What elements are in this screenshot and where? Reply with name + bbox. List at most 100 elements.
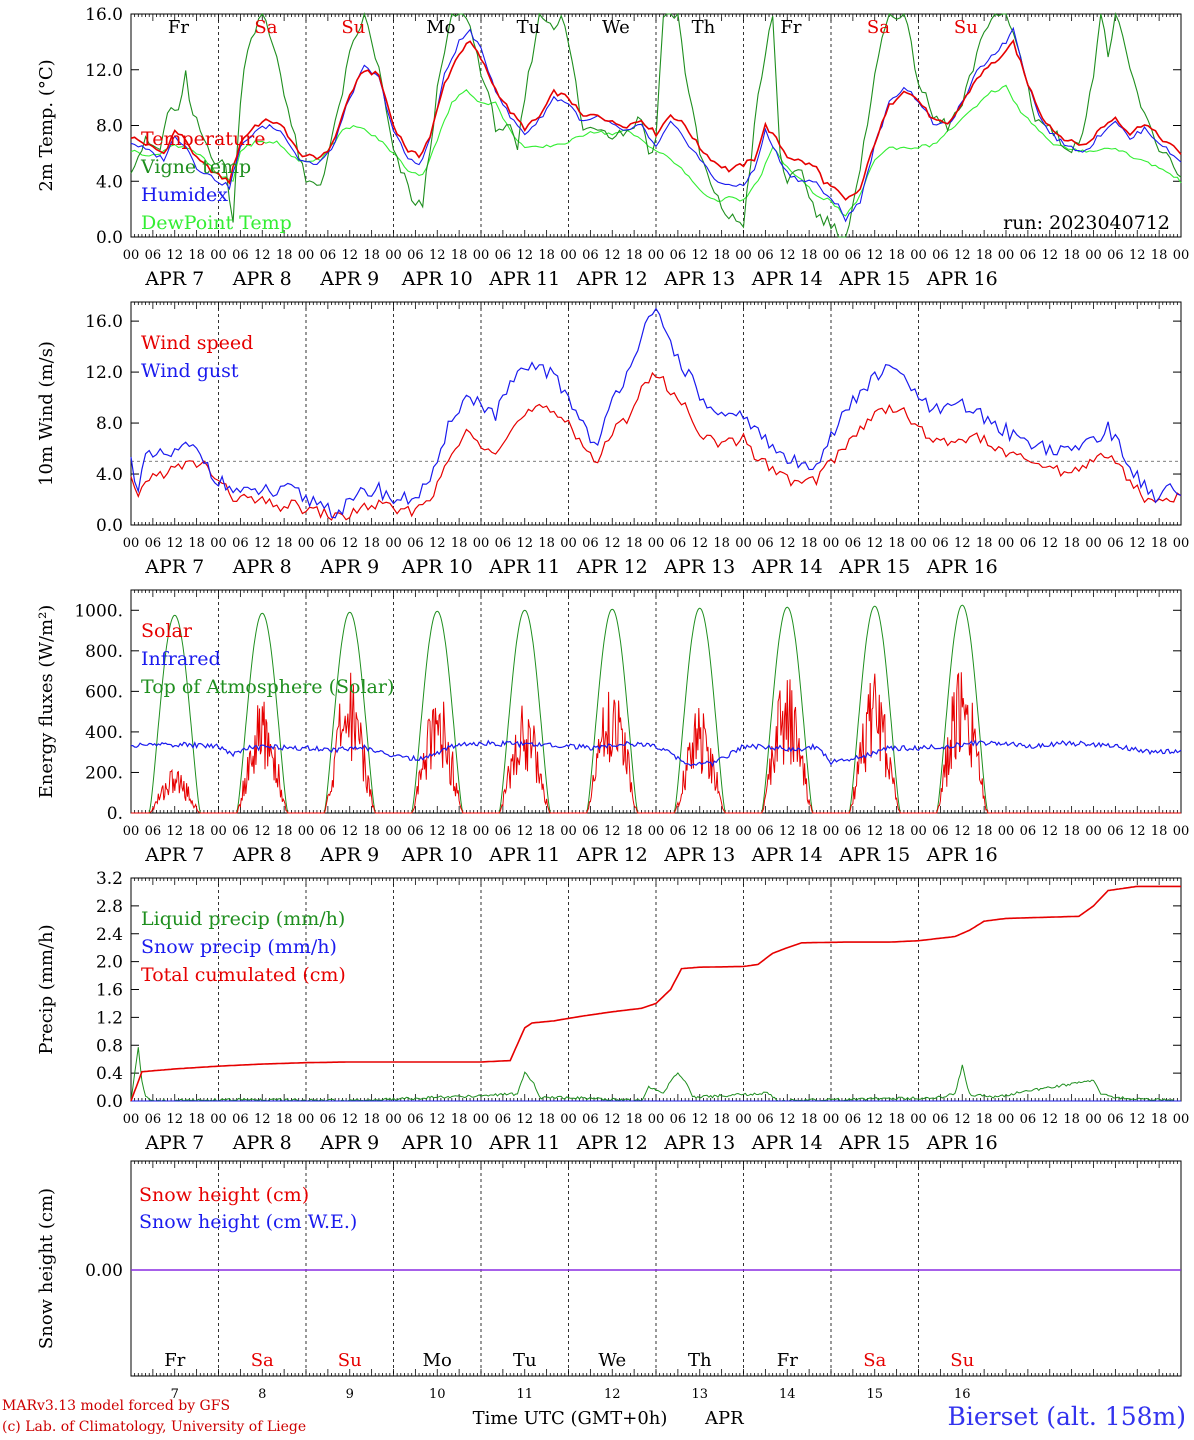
series-line-solar [131,672,1181,814]
hour-tick-label: 00 [210,824,227,839]
hour-tick-label: 06 [145,1112,162,1127]
hour-tick-label: 06 [320,1112,337,1127]
hour-tick-label: 12 [779,536,796,551]
hour-tick-label: 12 [1041,248,1058,263]
hour-tick-label: 18 [626,248,643,263]
legend-entry: Top of Atmosphere (Solar) [141,676,394,698]
hour-tick-label: 06 [670,248,687,263]
hour-tick-label: 12 [866,1112,883,1127]
hour-tick-label: 12 [604,248,621,263]
weekday-label: Fr [164,1350,185,1371]
date-label: APR 10 [401,1132,473,1154]
hour-tick-label: 00 [210,1112,227,1127]
hour-tick-label: 06 [145,824,162,839]
hour-tick-label: 06 [757,536,774,551]
hour-tick-label: 12 [429,248,446,263]
hour-tick-label: 12 [866,824,883,839]
hour-tick-label: 18 [1151,1112,1168,1127]
x-axis-title: Time UTC (GMT+0h) [473,1408,668,1429]
y-axis-label-1: 2m Temp. (°C) [36,59,57,191]
hour-tick-label: 18 [626,824,643,839]
date-label: APR 9 [319,268,379,290]
hour-tick-label: 06 [320,536,337,551]
hour-tick-label: 18 [363,248,380,263]
legend-entry: Solar [141,620,193,642]
y-tick-label: 2.0 [96,953,123,973]
date-label: APR 13 [663,556,735,578]
date-label: APR 14 [751,268,823,290]
date-label: APR 13 [663,268,735,290]
hour-tick-label: 18 [188,536,205,551]
hour-tick-label: 18 [1151,248,1168,263]
date-label: APR 11 [488,556,560,578]
hour-tick-label: 12 [691,824,708,839]
weekday-label: Su [338,1350,362,1371]
hour-tick-label: 06 [1107,824,1124,839]
hour-tick-label: 00 [298,1112,315,1127]
hour-tick-label: 00 [123,248,140,263]
hour-tick-label: 18 [451,824,468,839]
legend-entry: DewPoint Temp [141,212,292,234]
series-line-infrared [130,739,1182,768]
hour-tick-label: 06 [845,536,862,551]
hour-tick-label: 06 [582,1112,599,1127]
hour-tick-label: 12 [429,824,446,839]
hour-tick-label: 00 [823,1112,840,1127]
date-label: APR 12 [576,268,648,290]
y-tick-label: 400. [85,723,123,743]
hour-tick-label: 00 [298,248,315,263]
y-tick-label: 200. [85,763,123,783]
hour-tick-label: 00 [1173,824,1190,839]
hour-tick-label: 00 [473,1112,490,1127]
date-label: APR 7 [144,268,204,290]
hour-tick-label: 18 [888,1112,905,1127]
hour-tick-label: 06 [1020,248,1037,263]
x-axis-month: APR [704,1408,744,1429]
date-label: APR 10 [401,268,473,290]
weekday-label: Sa [251,1350,274,1371]
date-label: APR 13 [663,1132,735,1154]
hour-tick-label: 06 [932,824,949,839]
hour-tick-label: 06 [407,1112,424,1127]
hour-tick-label: 06 [407,824,424,839]
hour-tick-label: 00 [998,248,1015,263]
y-tick-label: 4.0 [96,465,123,485]
hour-tick-label: 00 [735,248,752,263]
hour-tick-label: 18 [363,824,380,839]
hour-tick-label: 18 [1063,248,1080,263]
hour-tick-label: 06 [845,1112,862,1127]
hour-tick-label: 18 [713,248,730,263]
hour-tick-label: 06 [670,1112,687,1127]
hour-tick-label: 12 [779,1112,796,1127]
date-label: APR 10 [401,556,473,578]
hour-tick-label: 00 [1085,824,1102,839]
date-label: APR 7 [144,844,204,866]
hour-tick-label: 00 [910,1112,927,1127]
y-axis-label-2: 10m Wind (m/s) [36,341,57,486]
hour-tick-label: 12 [166,536,183,551]
hour-tick-label: 18 [976,248,993,263]
hour-tick-label: 06 [320,824,337,839]
hour-tick-label: 12 [254,248,271,263]
hour-tick-label: 18 [188,248,205,263]
series-line-top-of-atmosphere [131,604,1181,814]
y-axis-label-5: Snow height (cm) [36,1188,57,1349]
weekday-label: Th [688,1350,712,1371]
hour-tick-label: 00 [1173,536,1190,551]
hour-tick-label: 12 [1041,536,1058,551]
weekday-label: Sa [863,1350,886,1371]
hour-tick-label: 06 [1020,1112,1037,1127]
hour-tick-label: 00 [735,1112,752,1127]
date-label: APR 11 [488,268,560,290]
hour-tick-label: 18 [976,536,993,551]
date-label: APR 14 [751,556,823,578]
date-label: APR 12 [576,556,648,578]
hour-tick-label: 06 [145,248,162,263]
hour-tick-label: 00 [648,536,665,551]
hour-tick-label: 06 [1107,1112,1124,1127]
series-line-humidex [130,26,1182,223]
y-tick-label: 0.00 [85,1261,123,1281]
hour-tick-label: 18 [888,824,905,839]
hour-tick-label: 18 [626,536,643,551]
